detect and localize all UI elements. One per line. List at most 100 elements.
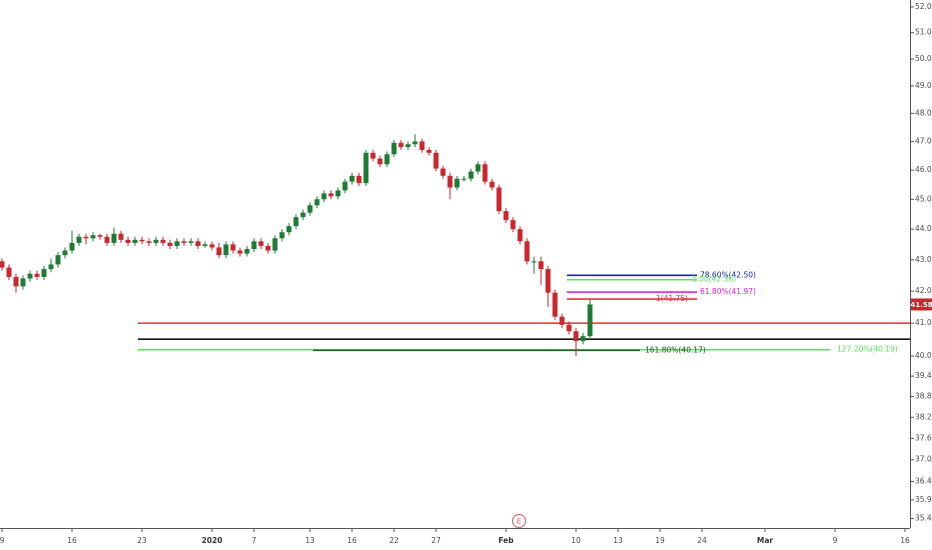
y-tick-label: 37.00 [915, 455, 932, 464]
candle-body [342, 181, 348, 191]
candle-body [202, 244, 208, 246]
candle-body [90, 235, 96, 239]
candle-body [230, 244, 236, 251]
candle-body [251, 241, 257, 249]
candle-body [384, 154, 390, 165]
x-tick-label: 19 [655, 536, 665, 545]
y-tick-label: 35.90 [915, 495, 932, 504]
candle-body [195, 241, 201, 246]
candle-body [48, 264, 54, 270]
candle-body [167, 242, 173, 246]
candle-body [538, 261, 544, 270]
candle-body [55, 255, 61, 265]
candle-body [496, 187, 502, 212]
candle-body [370, 152, 376, 159]
candle-body [125, 239, 131, 243]
candle-body [489, 181, 495, 188]
candle-body [265, 245, 271, 251]
candle-body [524, 241, 530, 262]
candle-body [405, 144, 411, 148]
x-tick-label: 13 [613, 536, 623, 545]
candle-body [146, 241, 152, 243]
candle-body [468, 171, 474, 179]
candle-body [111, 233, 117, 243]
candle-body [27, 273, 33, 279]
candle-body [300, 212, 306, 218]
x-tick-label: 9 [833, 536, 838, 545]
candle-body [412, 141, 418, 145]
candle-body [76, 236, 82, 243]
x-tick-label: 24 [697, 536, 707, 545]
candle-body [335, 190, 341, 197]
y-tick-label: 49.00 [915, 81, 932, 90]
candle-body [440, 168, 446, 176]
last-price-label: 41.58 [910, 301, 932, 309]
candle-body [97, 235, 103, 237]
candle-body [13, 276, 19, 287]
candle-body [118, 233, 124, 240]
candle-body [62, 250, 68, 256]
earnings-marker[interactable] [512, 514, 526, 528]
candle-body [573, 331, 579, 342]
candle-body [433, 152, 439, 169]
candle-body [447, 175, 453, 188]
candle-body [272, 238, 278, 251]
candle-body [69, 242, 75, 251]
candle-body [237, 250, 243, 254]
y-tick-label: 37.60 [915, 433, 932, 442]
candle-body [545, 269, 551, 293]
y-tick-label: 46.00 [915, 165, 932, 174]
y-tick-label: 42.00 [915, 286, 932, 295]
candle-body [104, 236, 110, 243]
candle-body [6, 267, 12, 277]
candle-body [132, 239, 138, 243]
y-tick-label: 47.00 [915, 136, 932, 145]
y-tick-label: 41.00 [915, 318, 932, 327]
candle-body [461, 178, 467, 180]
candle-body [293, 217, 299, 227]
candle-body [426, 149, 432, 153]
x-tick-label: 7 [252, 536, 257, 545]
y-tick-label: 36.40 [915, 477, 932, 486]
x-tick-label: 9 [0, 536, 5, 545]
x-tick-label: 16 [900, 536, 910, 545]
candle-body [510, 220, 516, 230]
candle-body [160, 239, 166, 243]
candle-body [559, 316, 565, 325]
candle-body [552, 292, 558, 317]
candle-body [580, 336, 586, 342]
y-tick-label: 38.20 [915, 412, 932, 421]
candle-body [391, 142, 397, 155]
candle-body [34, 273, 40, 277]
candle-body [363, 152, 369, 184]
x-tick-label: 10 [571, 536, 581, 545]
y-tick-label: 40.00 [915, 351, 932, 360]
y-tick-label: 48.00 [915, 108, 932, 117]
candle-body [517, 229, 523, 242]
fib-level-label: 1(41.75) [656, 294, 688, 303]
candle-body [328, 193, 334, 197]
x-tick-label: 23 [137, 536, 147, 545]
y-tick-label: 51.00 [915, 28, 932, 37]
candle-body [41, 269, 47, 277]
last-price-tag [911, 298, 932, 311]
candle-body [174, 241, 180, 246]
candle-body [356, 175, 362, 184]
candle-body [314, 199, 320, 206]
candle-body [258, 241, 264, 246]
fib-level-label: 61.80%(41.97) [700, 287, 756, 296]
y-tick-label: 50.00 [915, 54, 932, 63]
candle-body [482, 164, 488, 182]
candle-body [20, 278, 26, 287]
candle-body [566, 324, 572, 332]
y-tick-label: 52.00 [915, 2, 932, 11]
y-tick-label: 45.00 [915, 194, 932, 203]
candle-body [587, 304, 593, 337]
x-tick-label: 16 [67, 536, 77, 545]
x-tick-label: Feb [498, 536, 514, 545]
candle-body [188, 241, 194, 243]
x-tick-label: 27 [431, 536, 441, 545]
fib-level-label: 78.60%(42.50) [700, 270, 756, 279]
